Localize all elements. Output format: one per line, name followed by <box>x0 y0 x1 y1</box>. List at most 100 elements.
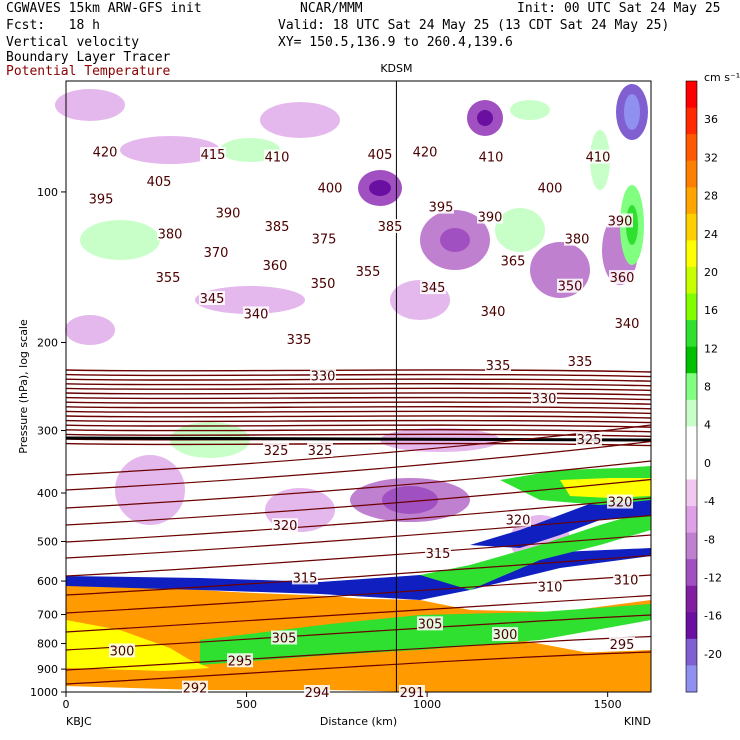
colorbar-swatch <box>686 373 697 401</box>
theta-label: 410 <box>265 151 290 166</box>
colorbar-tick-label: -16 <box>704 610 722 623</box>
colorbar-tick-label: 28 <box>704 190 718 203</box>
theta-label: 350 <box>311 277 336 292</box>
theta-label: 390 <box>478 211 503 226</box>
theta-label: 380 <box>565 233 590 248</box>
left-end-label: KBJC <box>66 715 92 728</box>
theta-label-bg <box>272 518 298 533</box>
theta-label: 295 <box>610 638 635 653</box>
boundary-layer-band <box>200 604 651 665</box>
theta-label: 380 <box>158 227 183 242</box>
theta-label-bg <box>480 303 506 318</box>
colorbar-tick-label: -8 <box>704 533 715 546</box>
theta-label-bg <box>292 570 318 585</box>
theta-label: 355 <box>156 271 181 286</box>
theta-label: 310 <box>538 580 563 595</box>
colorbar-swatch <box>686 452 697 480</box>
theta-label-bg <box>485 358 511 373</box>
colorbar-swatch <box>686 506 697 534</box>
colorbar-frame <box>685 80 698 693</box>
theta-label: 305 <box>272 631 297 646</box>
x-tick-label: 1000 <box>413 698 441 711</box>
velocity-cell <box>510 100 550 120</box>
plot-frame <box>65 80 652 693</box>
x-tick-label: 1500 <box>594 698 622 711</box>
theta-label-bg <box>307 442 333 457</box>
theta-label-bg <box>609 636 635 651</box>
theta-label-bg <box>420 280 446 295</box>
theta-contour <box>65 410 652 415</box>
colorbar-tick-label: 20 <box>704 266 718 279</box>
colorbar-swatch <box>686 638 697 666</box>
theta-label: 385 <box>378 220 403 235</box>
colorbar-swatch <box>686 532 697 560</box>
velocity-cell <box>477 110 493 126</box>
colorbar-swatch <box>686 426 697 454</box>
theta-label: 330 <box>532 392 557 407</box>
theta-label-bg <box>564 231 590 246</box>
theta-contour <box>65 387 652 392</box>
theta-label: 325 <box>308 444 333 459</box>
theta-contour <box>65 433 652 438</box>
theta-label-bg <box>425 545 451 560</box>
theta-label-bg <box>155 270 181 285</box>
colorbar-swatch <box>686 266 697 295</box>
theta-contour <box>65 635 652 671</box>
colorbar-tick-label: 24 <box>704 228 718 241</box>
theta-label-bg <box>585 149 611 164</box>
theta-label-bg <box>576 432 602 447</box>
velocity-cell <box>115 455 185 525</box>
theta-label-bg <box>304 685 330 699</box>
y-tick-label: 400 <box>37 487 58 500</box>
theta-contour <box>65 415 652 419</box>
theta-label: 390 <box>216 207 241 222</box>
theta-label: 325 <box>264 444 289 459</box>
fcst-label: Fcst: 18 h <box>6 18 100 33</box>
theta-label: 420 <box>413 145 438 160</box>
theta-label: 305 <box>418 617 443 632</box>
velocity-cell <box>260 102 340 138</box>
theta-label: 360 <box>263 259 288 274</box>
theta-label: 292 <box>183 682 208 697</box>
y-tick-label: 900 <box>37 663 58 676</box>
y-tick-label: 800 <box>37 638 58 651</box>
colorbar-swatch <box>686 585 697 613</box>
theta-label: 420 <box>93 145 118 160</box>
theta-label: 385 <box>265 220 290 235</box>
theta-contour <box>65 383 652 387</box>
colorbar-tick-label: 12 <box>704 342 718 355</box>
colorbar-swatch <box>686 240 697 268</box>
theta-label-bg <box>500 253 526 268</box>
velocity-cell <box>495 208 545 252</box>
velocity-cell <box>369 180 391 196</box>
boundary-layer-band <box>470 490 651 548</box>
theta-label: 345 <box>421 281 446 296</box>
colorbar-swatch <box>686 612 697 640</box>
theta-label-bg <box>492 627 518 642</box>
colorbar-tick-label: -12 <box>704 571 722 584</box>
theta-label: 320 <box>608 496 633 511</box>
theta-label-bg <box>271 630 297 645</box>
theta-contour <box>65 594 652 633</box>
theta-label: 315 <box>426 547 451 562</box>
theta-contour <box>65 419 652 424</box>
theta-label-bg <box>613 572 639 587</box>
colorbar-swatch <box>686 293 697 321</box>
model-label: CGWAVES 15km ARW-GFS init <box>6 1 202 16</box>
boundary-layer-band <box>66 548 651 600</box>
theta-contour <box>65 460 652 509</box>
theta-label-bg <box>614 316 640 331</box>
colorbar-swatch <box>686 399 697 427</box>
theta-label: 335 <box>568 355 593 370</box>
theta-label: 330 <box>311 370 336 385</box>
theta-label-bg <box>88 191 114 206</box>
theta-contour <box>65 440 652 491</box>
field-potential-temperature: Potential Temperature <box>6 64 171 79</box>
theta-label-bg <box>557 278 583 293</box>
colorbar-swatch <box>686 134 697 162</box>
colorbar-swatch <box>686 107 697 135</box>
theta-label-bg <box>227 653 253 668</box>
theta-label-bg <box>377 219 403 234</box>
velocity-cell <box>65 315 115 345</box>
